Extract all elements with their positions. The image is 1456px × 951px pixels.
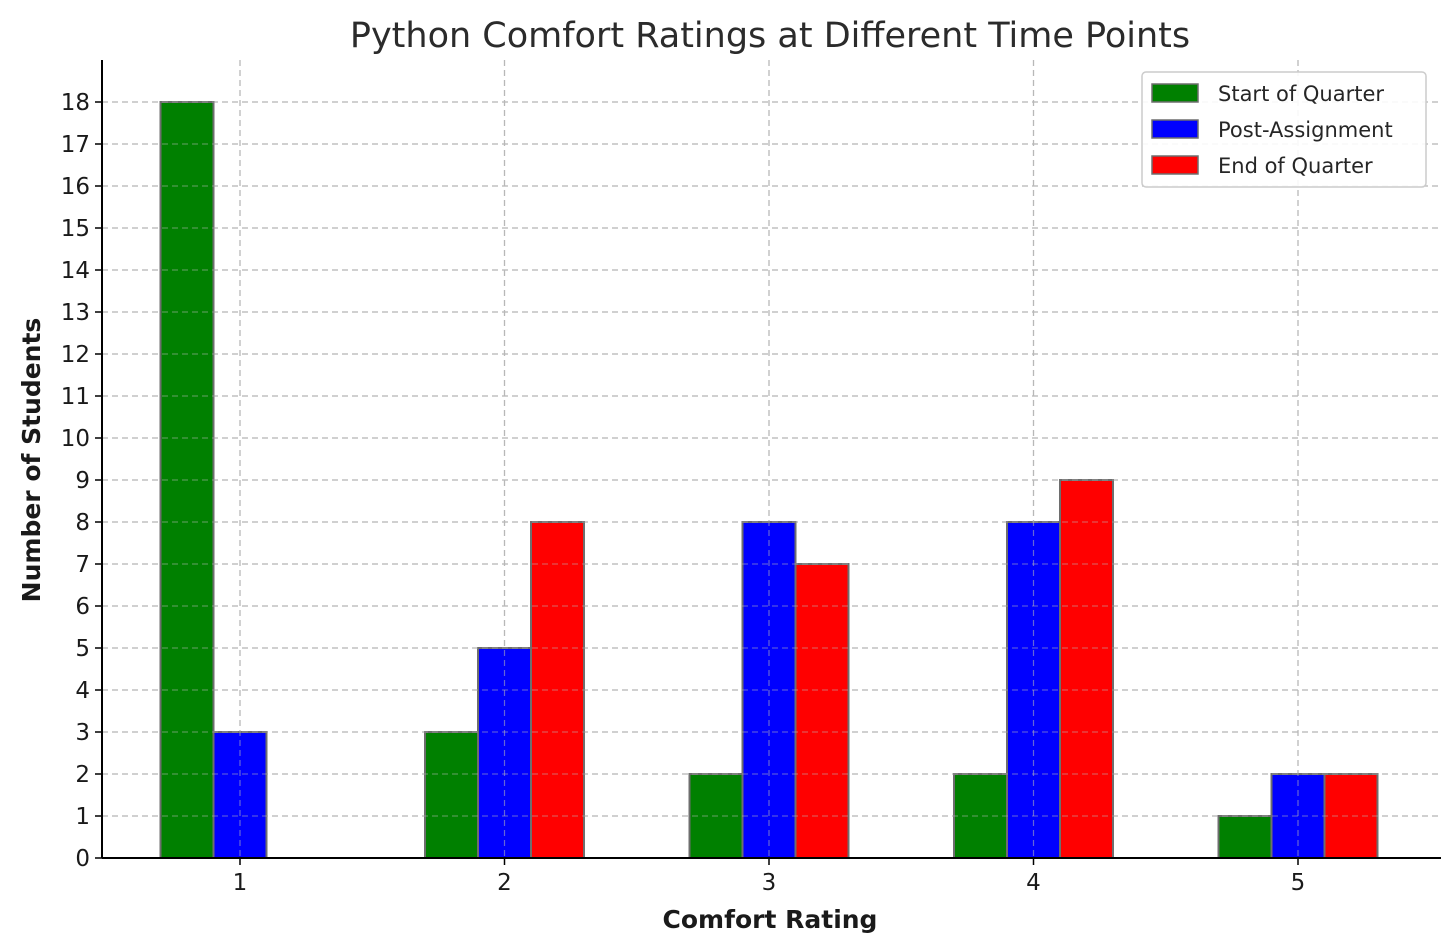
legend-items: Start of Quarter Post-Assignment End of Qu… — [1151, 82, 1393, 178]
x-tick-label: 3 — [762, 870, 777, 896]
y-tick-label: 14 — [61, 258, 90, 284]
y-tick-label: 6 — [75, 594, 90, 620]
legend-box — [1141, 71, 1427, 188]
y-tick-label: 13 — [61, 300, 90, 326]
y-tick-label: 11 — [61, 384, 90, 410]
bar-end-of-quarter-4 — [1059, 479, 1114, 859]
x-tick-label: 5 — [1291, 870, 1306, 896]
legend-label: Start of Quarter — [1218, 82, 1384, 106]
x-tick-labels: 1 2 3 4 5 — [233, 858, 1306, 896]
legend-label: Post-Assignment — [1218, 118, 1393, 142]
x-tick-label: 2 — [497, 870, 512, 896]
bar-start-of-quarter-2 — [424, 731, 479, 859]
y-tick-label: 10 — [61, 426, 90, 452]
legend-swatch — [1151, 83, 1199, 103]
legend-swatch — [1151, 119, 1199, 139]
bar-end-of-quarter-2 — [530, 521, 585, 859]
y-tick-label: 18 — [61, 90, 90, 116]
y-axis-label: Number of Students — [17, 318, 46, 603]
y-tick-label: 2 — [75, 762, 90, 788]
y-tick-label: 5 — [75, 636, 90, 662]
bar-start-of-quarter-5 — [1217, 815, 1273, 859]
y-tick-label: 9 — [75, 468, 90, 494]
y-tick-label: 16 — [61, 174, 90, 200]
bar-start-of-quarter-1 — [159, 101, 215, 859]
y-tick-label: 1 — [75, 804, 90, 830]
y-tick-label: 3 — [75, 720, 90, 746]
y-tick-label: 7 — [75, 552, 90, 578]
chart-title: Python Comfort Ratings at Different Time… — [350, 16, 1190, 56]
x-axis-label: Comfort Rating — [663, 905, 878, 934]
x-tick-label: 1 — [233, 870, 248, 896]
legend-label: End of Quarter — [1218, 154, 1373, 178]
bar-end-of-quarter-5 — [1323, 773, 1379, 859]
y-tick-label: 12 — [61, 342, 90, 368]
bar-start-of-quarter-3 — [688, 773, 744, 859]
y-tick-label: 17 — [61, 132, 90, 158]
y-tick-label: 4 — [75, 678, 90, 704]
legend-swatch — [1151, 155, 1199, 175]
bar-end-of-quarter-3 — [794, 563, 850, 859]
legend: Start of Quarter Post-Assignment End of Qu… — [1141, 71, 1427, 188]
bar-start-of-quarter-4 — [953, 773, 1008, 859]
y-tick-label: 0 — [75, 846, 90, 872]
y-tick-label: 15 — [61, 216, 90, 242]
y-tick-label: 8 — [75, 510, 90, 536]
axes — [101, 60, 1441, 859]
bars — [102, 60, 1441, 859]
x-tick-label: 4 — [1026, 870, 1041, 896]
